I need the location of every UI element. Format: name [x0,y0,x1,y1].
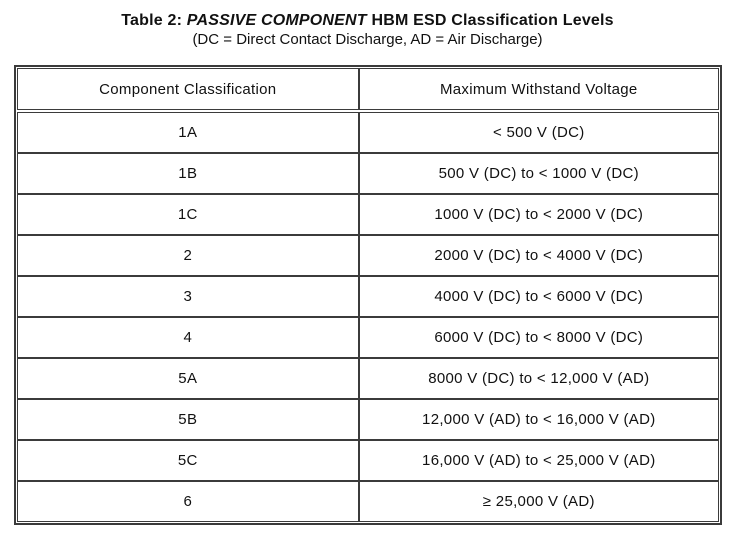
classification-cell: 6 [17,480,360,522]
table-row: 1C 1000 V (DC) to < 2000 V (DC) [17,193,719,235]
table-row: 5B 12,000 V (AD) to < 16,000 V (AD) [17,398,719,440]
table-title-emphasis: PASSIVE COMPONENT [186,12,367,29]
voltage-cell: 12,000 V (AD) to < 16,000 V (AD) [358,398,719,440]
table-title-prefix: Table 2: [121,12,187,29]
classification-cell: 2 [17,234,360,276]
table-row: 4 6000 V (DC) to < 8000 V (DC) [17,316,719,358]
classification-cell: 1B [17,152,360,194]
table-subtitle: (DC = Direct Contact Discharge, AD = Air… [192,31,543,48]
header-maximum-withstand-voltage: Maximum Withstand Voltage [358,68,719,113]
header-row: Component Classification Maximum Withsta… [17,68,719,113]
voltage-cell: 6000 V (DC) to < 8000 V (DC) [358,316,719,358]
classification-cell: 4 [17,316,360,358]
voltage-cell: 500 V (DC) to < 1000 V (DC) [358,152,719,194]
voltage-cell: ≥ 25,000 V (AD) [358,480,719,522]
voltage-cell: < 500 V (DC) [358,110,719,153]
table-row: 6 ≥ 25,000 V (AD) [17,480,719,522]
classification-table-frame: Component Classification Maximum Withsta… [14,65,722,525]
classification-cell: 5A [17,357,360,399]
classification-table: Component Classification Maximum Withsta… [17,68,719,522]
table-row: 2 2000 V (DC) to < 4000 V (DC) [17,234,719,276]
classification-cell: 3 [17,275,360,317]
table-row: 3 4000 V (DC) to < 6000 V (DC) [17,275,719,317]
table-row: 1A < 500 V (DC) [17,110,719,153]
header-component-classification: Component Classification [17,68,360,113]
classification-cell: 1A [17,110,360,153]
table-row: 5A 8000 V (DC) to < 12,000 V (AD) [17,357,719,399]
voltage-cell: 8000 V (DC) to < 12,000 V (AD) [358,357,719,399]
classification-cell: 5C [17,439,360,481]
table-row: 5C 16,000 V (AD) to < 25,000 V (AD) [17,439,719,481]
classification-cell: 1C [17,193,360,235]
voltage-cell: 2000 V (DC) to < 4000 V (DC) [358,234,719,276]
voltage-cell: 16,000 V (AD) to < 25,000 V (AD) [358,439,719,481]
table-row: 1B 500 V (DC) to < 1000 V (DC) [17,152,719,194]
classification-cell: 5B [17,398,360,440]
table-title: Table 2: PASSIVE COMPONENT HBM ESD Class… [0,11,735,30]
table-title-suffix: HBM ESD Classification Levels [366,12,614,29]
voltage-cell: 4000 V (DC) to < 6000 V (DC) [358,275,719,317]
voltage-cell: 1000 V (DC) to < 2000 V (DC) [358,193,719,235]
table-caption: Table 2: PASSIVE COMPONENT HBM ESD Class… [0,11,735,49]
